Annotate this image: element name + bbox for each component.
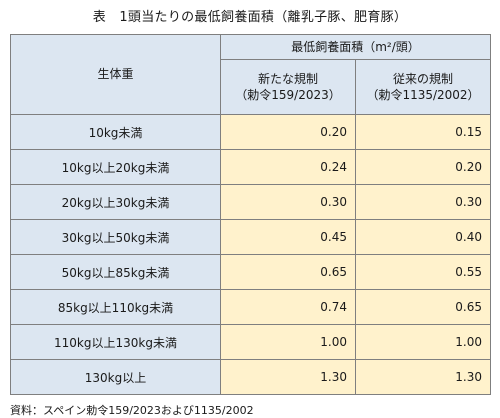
weight-cell: 20kg以上30kg未満 [10,184,221,220]
weight-cell: 30kg以上50kg未満 [10,219,221,255]
table-row: 30kg以上50kg未満 0.45 0.40 [10,219,492,255]
weight-cell: 85kg以上110kg未満 [10,289,221,325]
weight-cell: 50kg以上85kg未満 [10,254,221,290]
new-value-cell: 1.00 [220,324,356,360]
old-rule-header: 従来の規制 （勅令1135/2002） [354,59,492,115]
weight-cell: 10kg未満 [10,114,221,150]
old-value-cell: 0.20 [354,149,492,185]
new-value-cell: 0.30 [220,184,356,220]
new-value-cell: 0.24 [220,149,356,185]
weight-cell: 110kg以上130kg未満 [10,324,221,360]
min-area-table: 生体重 最低飼養面積（m²/頭） 新たな規制 （勅令159/2023） 従来の規… [10,34,492,395]
weight-header: 生体重 [10,34,221,115]
old-value-cell: 0.55 [354,254,492,290]
new-value-cell: 0.65 [220,254,356,290]
area-table-container: 生体重 最低飼養面積（m²/頭） 新たな規制 （勅令159/2023） 従来の規… [10,34,492,395]
old-rule-label: 従来の規制 [393,71,454,86]
source-note: 資料：スペイン勅令159/2023および1135/2002 [10,404,254,417]
table-row: 20kg以上30kg未満 0.30 0.30 [10,184,492,220]
new-value-cell: 0.20 [220,114,356,150]
table-title: 表 1頭当たりの最低飼養面積（離乳子豚、肥育豚） [92,10,408,25]
old-value-cell: 0.65 [354,289,492,325]
new-rule-header: 新たな規制 （勅令159/2023） [220,59,356,115]
area-group-header: 最低飼養面積（m²/頭） [219,34,492,60]
new-value-cell: 0.45 [220,219,356,255]
old-value-cell: 1.00 [354,324,492,360]
table-row: 50kg以上85kg未満 0.65 0.55 [10,254,492,290]
old-value-cell: 1.30 [354,359,492,395]
new-rule-ref: （勅令159/2023） [235,88,341,102]
new-rule-label: 新たな規制 [257,71,318,86]
old-rule-ref: （勅令1135/2002） [366,88,480,102]
new-value-cell: 0.74 [220,289,356,325]
table-row: 85kg以上110kg未満 0.74 0.65 [10,289,492,325]
table-row: 10kg以上20kg未満 0.24 0.20 [10,149,492,185]
table-row: 110kg以上130kg未満 1.00 1.00 [10,324,492,360]
old-value-cell: 0.40 [354,219,492,255]
old-value-cell: 0.15 [354,114,492,150]
new-value-cell: 1.30 [220,359,356,395]
old-value-cell: 0.30 [354,184,492,220]
table-row: 10kg未満 0.20 0.15 [10,114,492,150]
weight-cell: 130kg以上 [10,359,221,395]
weight-cell: 10kg以上20kg未満 [10,149,221,185]
table-row: 130kg以上 1.30 1.30 [10,359,492,395]
